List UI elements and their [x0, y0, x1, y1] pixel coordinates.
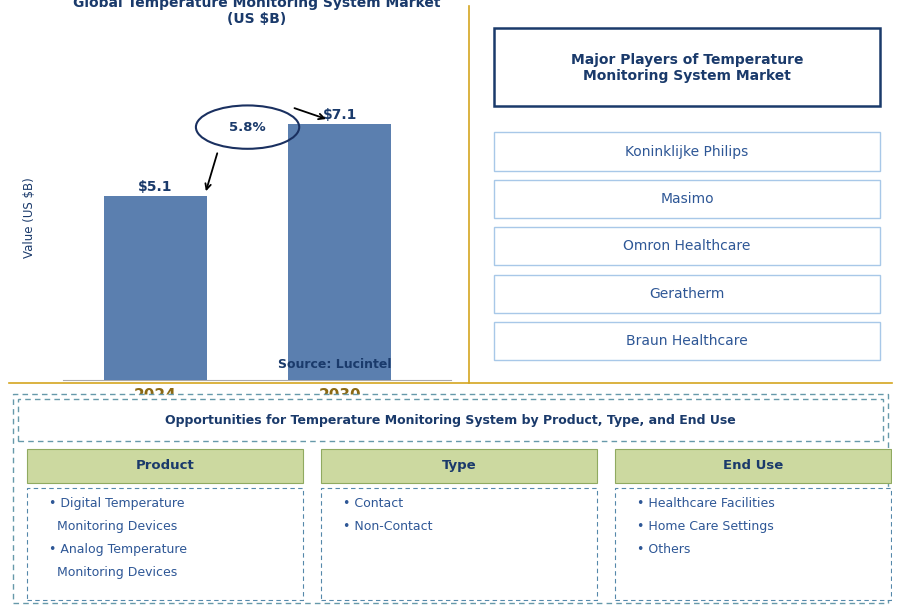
Text: $7.1: $7.1 — [323, 108, 357, 122]
Bar — [27, 449, 303, 483]
Bar — [495, 322, 879, 360]
Bar — [614, 449, 891, 483]
Text: $5.1: $5.1 — [138, 180, 173, 194]
Bar — [18, 399, 883, 441]
Bar — [27, 489, 303, 600]
Text: Type: Type — [441, 460, 477, 473]
Text: Value (US $B): Value (US $B) — [23, 177, 36, 258]
Text: Product: Product — [135, 460, 195, 473]
Bar — [495, 227, 879, 265]
Text: Geratherm: Geratherm — [650, 287, 724, 301]
Bar — [321, 449, 597, 483]
Text: 5.8%: 5.8% — [229, 121, 266, 134]
Text: • Contact
• Non-Contact: • Contact • Non-Contact — [342, 497, 432, 533]
Text: Major Players of Temperature
Monitoring System Market: Major Players of Temperature Monitoring … — [570, 53, 804, 83]
Bar — [614, 489, 891, 600]
Bar — [495, 132, 879, 170]
Text: End Use: End Use — [723, 460, 783, 473]
Text: Opportunities for Temperature Monitoring System by Product, Type, and End Use: Opportunities for Temperature Monitoring… — [165, 414, 736, 427]
Text: • Healthcare Facilities
• Home Care Settings
• Others: • Healthcare Facilities • Home Care Sett… — [637, 497, 775, 556]
Text: Braun Healthcare: Braun Healthcare — [626, 334, 748, 348]
Bar — [495, 28, 879, 106]
Bar — [495, 275, 879, 313]
Bar — [288, 123, 391, 380]
Bar — [495, 180, 879, 218]
Text: Source: Lucintel: Source: Lucintel — [278, 358, 392, 371]
Text: Masimo: Masimo — [660, 192, 714, 206]
Text: Koninklijke Philips: Koninklijke Philips — [625, 145, 749, 159]
Text: • Digital Temperature
  Monitoring Devices
• Analog Temperature
  Monitoring Dev: • Digital Temperature Monitoring Devices… — [49, 497, 187, 579]
Text: Omron Healthcare: Omron Healthcare — [623, 239, 751, 253]
Bar — [104, 196, 207, 380]
Title: Global Temperature Monitoring System Market
(US $B): Global Temperature Monitoring System Mar… — [73, 0, 441, 26]
Bar — [321, 489, 597, 600]
